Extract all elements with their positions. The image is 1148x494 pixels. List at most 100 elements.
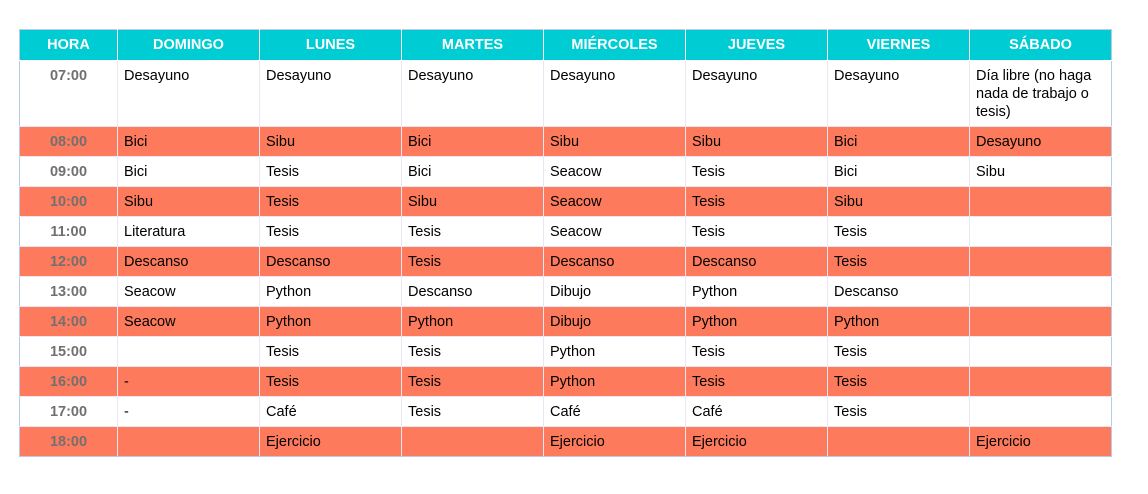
schedule-header: HORA DOMINGO LUNES MARTES MIÉRCOLES JUEVES VIE… (19, 29, 1112, 61)
schedule-cell: Ejercicio (969, 426, 1112, 457)
table-row: 16:00- Tesis Tesis Python Tesis Tesis (19, 366, 1112, 397)
column-header-day-4: MIÉRCOLES (543, 29, 686, 61)
schedule-cell: Tesis (259, 186, 402, 217)
schedule-cell: Tesis (401, 246, 544, 277)
table-row: 11:00 Literatura Tesis Tesis Seacow Tesis Tesi… (19, 216, 1112, 247)
time-cell: 13:00 (19, 276, 118, 307)
schedule-cell (969, 246, 1112, 277)
column-header-day-5: JUEVES (685, 29, 828, 61)
schedule-cell: Tesis (401, 336, 544, 367)
schedule-cell: Café (543, 396, 686, 427)
table-row: 12:00 Descanso Descanso Tesis Descanso Descan… (19, 246, 1112, 277)
schedule-cell (969, 366, 1112, 397)
schedule-cell: Tesis (827, 396, 970, 427)
schedule-cell: Día libre (no haga nada de trabajo o tes… (969, 60, 1112, 127)
schedule-cell: Sibu (259, 126, 402, 157)
schedule-cell (827, 426, 970, 457)
schedule-cell (117, 336, 260, 367)
time-cell: 11:00 (19, 216, 118, 247)
schedule-cell: Python (259, 306, 402, 337)
schedule-cell (969, 186, 1112, 217)
time-cell: 14:00 (19, 306, 118, 337)
schedule-cell: Tesis (401, 366, 544, 397)
table-row: 13:00 Seacow Python Descanso Dibujo Python Des… (19, 276, 1112, 307)
column-header-day-2: LUNES (259, 29, 402, 61)
schedule-cell: Tesis (685, 336, 828, 367)
column-header-day-6: VIERNES (827, 29, 970, 61)
schedule-cell: Sibu (117, 186, 260, 217)
time-cell: 15:00 (19, 336, 118, 367)
schedule-cell: Sibu (685, 126, 828, 157)
time-cell: 17:00 (19, 396, 118, 427)
schedule-cell: Tesis (401, 216, 544, 247)
time-cell: 10:00 (19, 186, 118, 217)
schedule-cell: Tesis (685, 366, 828, 397)
column-header-day-7: SÁBADO (969, 29, 1112, 61)
schedule-cell: Tesis (685, 186, 828, 217)
schedule-cell: Desayuno (401, 60, 544, 127)
schedule-cell: Python (543, 336, 686, 367)
schedule-cell: Descanso (685, 246, 828, 277)
schedule-cell: Bici (827, 126, 970, 157)
schedule-cell: Python (685, 276, 828, 307)
schedule-cell: Ejercicio (259, 426, 402, 457)
schedule-cell: Seacow (543, 186, 686, 217)
schedule-cell: Python (827, 306, 970, 337)
schedule-cell: Bici (117, 156, 260, 187)
schedule-cell: Ejercicio (685, 426, 828, 457)
schedule-cell (969, 396, 1112, 427)
schedule-cell: Seacow (543, 216, 686, 247)
schedule-cell: Tesis (259, 156, 402, 187)
schedule-cell: Descanso (259, 246, 402, 277)
schedule-cell: Desayuno (685, 60, 828, 127)
schedule-cell: Descanso (401, 276, 544, 307)
schedule-cell: Tesis (401, 396, 544, 427)
schedule-cell: Descanso (827, 276, 970, 307)
time-cell: 16:00 (19, 366, 118, 397)
schedule-cell: - (117, 366, 260, 397)
schedule-cell: Descanso (543, 246, 686, 277)
time-cell: 09:00 (19, 156, 118, 187)
schedule-cell: Desayuno (117, 60, 260, 127)
schedule-cell: Sibu (401, 186, 544, 217)
schedule-cell: Café (685, 396, 828, 427)
table-row: 15:00 Tesis Tesis Python Tesis Tesis (19, 336, 1112, 367)
schedule-body: 07:00 Desayuno Desayuno Desayuno Desayuno Des… (19, 60, 1112, 457)
schedule-cell: Tesis (259, 216, 402, 247)
schedule-cell: Python (543, 366, 686, 397)
table-row: 17:00- Café Tesis Café Café Tesis (19, 396, 1112, 427)
schedule-cell: Ejercicio (543, 426, 686, 457)
schedule-cell: Bici (827, 156, 970, 187)
schedule-cell: Café (259, 396, 402, 427)
schedule-cell (401, 426, 544, 457)
schedule-cell: Literatura (117, 216, 260, 247)
schedule-cell: Python (401, 306, 544, 337)
schedule-cell: Descanso (117, 246, 260, 277)
schedule-cell: Tesis (827, 366, 970, 397)
schedule-cell (969, 336, 1112, 367)
schedule-cell: Sibu (827, 186, 970, 217)
weekly-schedule-table: HORA DOMINGO LUNES MARTES MIÉRCOLES JUEVES VIE… (19, 29, 1112, 457)
schedule-cell: Bici (401, 156, 544, 187)
schedule-cell: Tesis (259, 336, 402, 367)
time-cell: 07:00 (19, 60, 118, 127)
time-cell: 12:00 (19, 246, 118, 277)
time-cell: 18:00 (19, 426, 118, 457)
schedule-cell: Tesis (827, 246, 970, 277)
schedule-cell: Sibu (969, 156, 1112, 187)
schedule-cell: Tesis (259, 366, 402, 397)
schedule-cell: Bici (117, 126, 260, 157)
schedule-cell: Sibu (543, 126, 686, 157)
schedule-cell: Bici (401, 126, 544, 157)
schedule-cell: Tesis (685, 156, 828, 187)
schedule-cell: Python (259, 276, 402, 307)
schedule-cell (969, 216, 1112, 247)
schedule-cell: Dibujo (543, 276, 686, 307)
table-row: 18:00 Ejercicio Ejercicio Ejercicio Ejercici… (19, 426, 1112, 457)
schedule-cell: Seacow (543, 156, 686, 187)
column-header-day-1: DOMINGO (117, 29, 260, 61)
schedule-cell (969, 276, 1112, 307)
schedule-cell (117, 426, 260, 457)
table-row: 09:00 Bici Tesis Bici Seacow Tesis Bici Sibu (19, 156, 1112, 187)
schedule-cell: Tesis (827, 336, 970, 367)
